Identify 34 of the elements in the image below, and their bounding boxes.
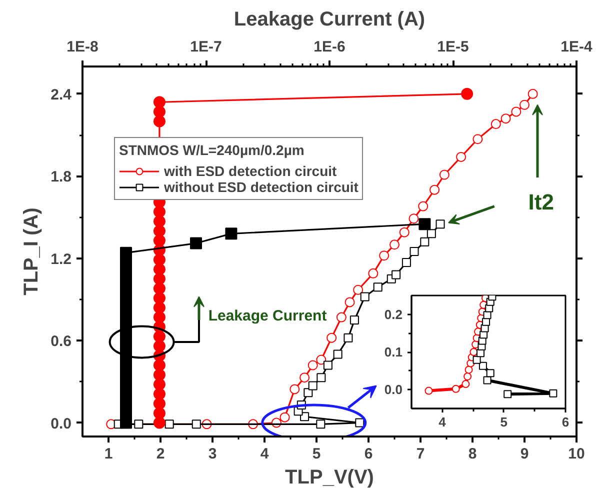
x-tick-label: 8 [468,446,477,462]
x-tick-label: 5 [312,446,321,462]
x2-tick-label: 1E-8 [66,38,98,56]
x2-tick-label: 1E-7 [190,38,222,56]
y-tick-label: 1.2 [50,250,72,268]
x2-tick-label: 1E-4 [560,38,593,56]
x-tick-label: 10 [568,446,585,462]
x-tick-label: 7 [416,446,425,462]
x-tick-label: 4 [438,414,447,430]
x-tick-label: 2 [156,446,165,462]
x-tick-label: 6 [364,446,373,462]
y-tick-label: 0.2 [384,306,403,322]
x-tick-label: 3 [208,446,217,462]
x-axis-title: TLP_V(V) [285,466,374,488]
x-tick-label: 9 [520,446,529,462]
y-tick-label: 0.0 [384,382,403,398]
x2-axis-title: Leakage Current (A) [234,8,426,30]
x2-tick-label: 1E-5 [437,38,469,56]
y-tick-label: 0.6 [50,333,72,350]
x-tick-label: 4 [260,446,270,462]
x-tick-label: 5 [500,414,508,430]
annotation: It2 [528,190,554,215]
y-tick-label: 1.8 [50,168,72,186]
y-axis-title: TLP_I (A) [20,208,43,296]
y-tick-label: 2.4 [50,86,72,104]
y-tick-label: 0.0 [50,415,72,432]
legend-title: STNMOS W/L=240µm/0.2µm [119,142,306,158]
x2-tick-label: 1E-6 [314,38,346,56]
y-tick-label: 0.1 [384,344,403,360]
legend-label: with ESD detection circuit [164,163,337,179]
x-tick-label: 1 [104,446,113,462]
x-tick-label: 6 [562,414,570,430]
legend-label: without ESD detection circuit [164,179,358,195]
annotation: Leakage Current [208,307,327,324]
